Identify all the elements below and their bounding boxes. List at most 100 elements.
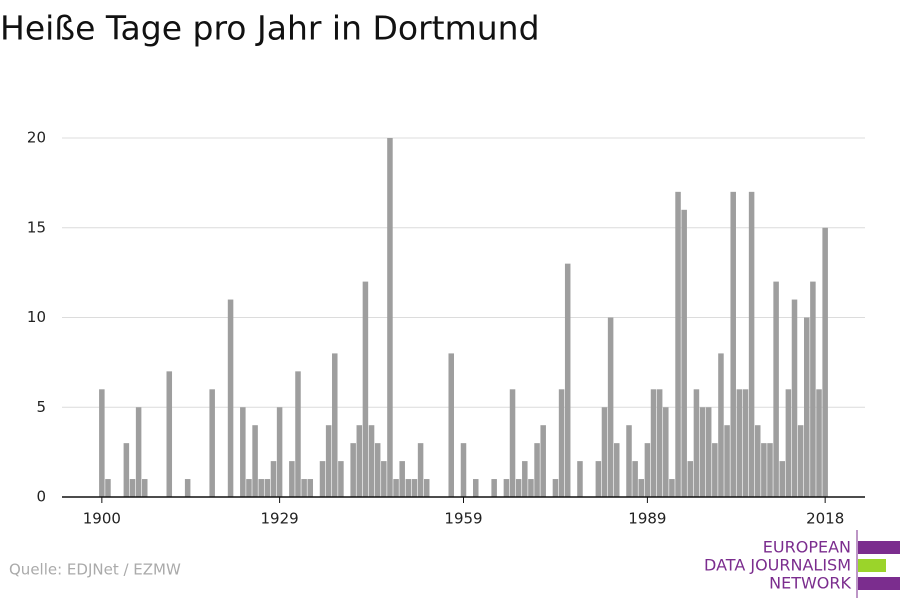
bar	[791, 299, 798, 497]
bar	[473, 479, 479, 497]
bar	[540, 425, 546, 497]
bar	[252, 425, 258, 497]
bar	[681, 209, 687, 498]
bar	[767, 443, 773, 497]
bar	[742, 389, 749, 497]
bar	[558, 389, 565, 497]
bar	[724, 425, 730, 497]
bar	[644, 443, 651, 497]
bar	[399, 461, 405, 497]
bar	[669, 479, 675, 497]
bar	[748, 191, 755, 497]
bar	[712, 443, 718, 497]
bar	[338, 461, 344, 497]
bar	[779, 461, 786, 497]
bar	[135, 407, 142, 497]
bar	[797, 425, 804, 497]
bar	[423, 479, 430, 497]
bar	[264, 479, 271, 497]
bar	[289, 461, 295, 497]
bar	[325, 425, 332, 497]
bar	[718, 353, 724, 497]
bar	[754, 425, 761, 497]
bar	[491, 479, 497, 497]
bar	[816, 389, 822, 497]
bar	[307, 479, 314, 497]
x-tick-label: 1929	[261, 510, 299, 528]
x-tick-label: 1900	[83, 510, 121, 528]
bar	[350, 443, 356, 497]
bar	[693, 389, 700, 497]
logo-bar	[858, 541, 900, 554]
chart-title: Heiße Tage pro Jahr in Dortmund	[0, 9, 540, 48]
bar	[810, 281, 816, 497]
bar	[552, 479, 559, 497]
bar	[129, 479, 136, 497]
bar	[675, 191, 681, 497]
logo-bar	[858, 559, 886, 572]
bar	[105, 479, 111, 497]
bar	[99, 389, 105, 497]
bar	[368, 425, 375, 497]
bar	[209, 389, 215, 497]
bar	[393, 479, 399, 497]
bar	[577, 461, 583, 497]
bar	[515, 479, 522, 497]
bar	[503, 479, 510, 497]
bar	[650, 389, 657, 497]
bar	[405, 479, 412, 497]
logo: EUROPEAN DATA JOURNALISM NETWORK	[704, 530, 900, 598]
x-tick-label: 1959	[444, 510, 482, 528]
bar	[332, 353, 338, 497]
y-tick-label: 20	[27, 129, 46, 147]
x-tick-label: 2018	[806, 510, 844, 528]
y-tick-label: 5	[36, 398, 46, 416]
bar	[626, 425, 632, 497]
bar	[374, 443, 381, 497]
bar	[656, 389, 663, 497]
bar	[773, 281, 779, 497]
bar	[301, 479, 307, 497]
bar	[411, 479, 418, 497]
bar	[638, 479, 645, 497]
bar	[730, 191, 736, 497]
bar	[276, 407, 283, 497]
bar	[595, 461, 602, 497]
bar	[699, 407, 706, 497]
bar	[227, 299, 234, 497]
bar	[356, 425, 363, 497]
logo-text: DATA JOURNALISM	[704, 556, 851, 575]
bar	[534, 443, 540, 497]
bar	[258, 479, 264, 497]
bar	[295, 371, 301, 497]
y-tick-label: 10	[27, 308, 46, 326]
bar	[601, 407, 608, 497]
bar	[509, 389, 516, 497]
bar	[387, 138, 393, 497]
bar	[460, 443, 467, 497]
logo-text: EUROPEAN	[763, 538, 851, 557]
bar	[564, 263, 571, 497]
bar	[166, 371, 173, 497]
logo-text: NETWORK	[769, 574, 851, 593]
bar	[319, 461, 326, 497]
bar	[761, 443, 767, 497]
bar	[448, 353, 454, 497]
bar	[785, 389, 792, 497]
bar	[184, 479, 191, 497]
x-tick-label: 1989	[628, 510, 666, 528]
bar	[607, 317, 614, 497]
bar	[362, 281, 369, 497]
bar	[141, 479, 148, 497]
bar	[246, 479, 252, 497]
bar	[632, 461, 638, 497]
bar	[240, 407, 246, 497]
bar	[687, 461, 694, 497]
bar	[822, 227, 828, 497]
bar	[381, 461, 387, 497]
bar	[270, 461, 277, 497]
bar	[123, 443, 130, 497]
bar	[522, 461, 528, 497]
bar	[528, 479, 534, 497]
